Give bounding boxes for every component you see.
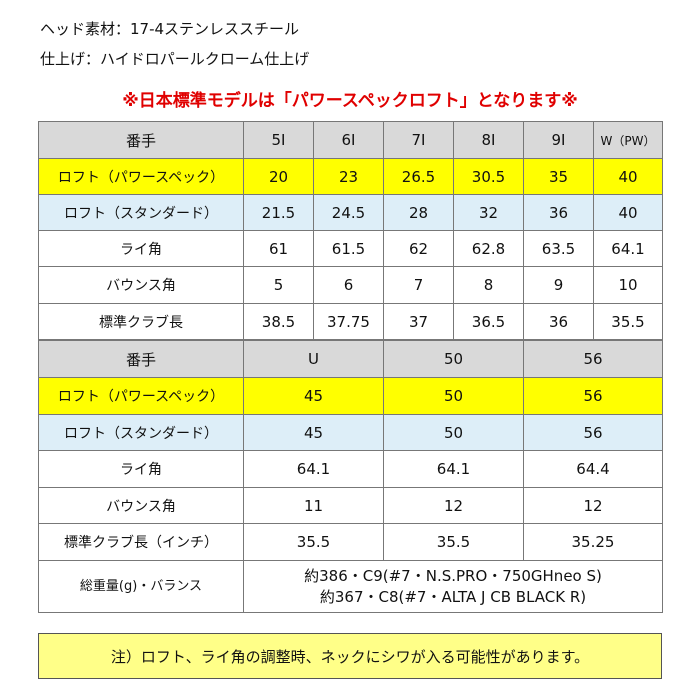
table-cell: 61	[243, 230, 314, 267]
table-row: ロフト（スタンダード） 45 50 56	[38, 414, 663, 451]
header-cell: 6I	[313, 121, 384, 159]
table-cell: 56	[523, 377, 663, 415]
table-cell: 35.5	[243, 523, 384, 561]
row-label: 標準クラブ長	[38, 303, 244, 340]
table-cell: 61.5	[313, 230, 384, 267]
table-cell: 10	[593, 266, 663, 304]
table-row: 標準クラブ長 38.5 37.75 37 36.5 36 35.5	[38, 303, 663, 340]
table-cell: 9	[523, 266, 594, 304]
weight-balance-line: 約386・C9(#7・N.S.PRO・750GHneo S)	[304, 566, 602, 585]
table-row: バウンス角 5 6 7 8 9 10	[38, 266, 663, 304]
table-cell: 12	[523, 487, 663, 524]
table-cell: 36	[523, 303, 594, 340]
table-cell: 35.5	[593, 303, 663, 340]
header-cell: U	[243, 340, 384, 378]
table-row: バウンス角 11 12 12	[38, 487, 663, 524]
row-label: ロフト（スタンダード）	[38, 414, 244, 451]
table-cell: 64.1	[383, 450, 524, 488]
row-label: ライ角	[38, 230, 244, 267]
table-cell: 8	[453, 266, 524, 304]
table-cell: 11	[243, 487, 384, 524]
table-row: ロフト（パワースペック） 20 23 26.5 30.5 35 40	[38, 158, 663, 195]
caution-note: 注）ロフト、ライ角の調整時、ネックにシワが入る可能性があります。	[38, 633, 662, 679]
header-cell: 5I	[243, 121, 314, 159]
table-cell: 35.5	[383, 523, 524, 561]
row-label: 総重量(g)・バランス	[38, 560, 244, 613]
header-cell: 56	[523, 340, 663, 378]
header-cell: 7I	[383, 121, 454, 159]
table-cell: 64.1	[593, 230, 663, 267]
table-header-row: 番手 5I 6I 7I 8I 9I W（PW）	[38, 121, 663, 159]
table-cell: 6	[313, 266, 384, 304]
header-cell: 9I	[523, 121, 594, 159]
weight-balance-line: 約367・C8(#7・ALTA J CB BLACK R)	[319, 587, 587, 606]
table-header-row: 番手 U 50 56	[38, 340, 663, 378]
weight-balance-cell: 約386・C9(#7・N.S.PRO・750GHneo S) 約367・C8(#…	[243, 560, 663, 613]
row-label: 標準クラブ長（インチ）	[38, 523, 244, 561]
table-row: ライ角 61 61.5 62 62.8 63.5 64.1	[38, 230, 663, 267]
table-cell: 36.5	[453, 303, 524, 340]
table-cell: 24.5	[313, 194, 384, 231]
row-label: バウンス角	[38, 487, 244, 524]
table-cell: 5	[243, 266, 314, 304]
header-cell: 番手	[38, 340, 244, 378]
header-cell: 50	[383, 340, 524, 378]
table-cell: 28	[383, 194, 454, 231]
table-cell: 21.5	[243, 194, 314, 231]
table-row: ライ角 64.1 64.1 64.4	[38, 450, 663, 488]
row-label: ロフト（スタンダード）	[38, 194, 244, 231]
table-cell: 35	[523, 158, 594, 195]
table-cell: 32	[453, 194, 524, 231]
table-cell: 20	[243, 158, 314, 195]
table-row: ロフト（パワースペック） 45 50 56	[38, 377, 663, 415]
table-cell: 26.5	[383, 158, 454, 195]
finish-text: 仕上げ：ハイドロパールクローム仕上げ	[40, 50, 310, 68]
spec-table-wedges: 番手 U 50 56 ロフト（パワースペック） 45 50 56 ロフト（スタン…	[38, 340, 663, 613]
row-label: ロフト（パワースペック）	[38, 158, 244, 195]
table-cell: 37	[383, 303, 454, 340]
table-cell: 30.5	[453, 158, 524, 195]
table-cell: 40	[593, 158, 663, 195]
table-cell: 45	[243, 377, 384, 415]
table-cell: 35.25	[523, 523, 663, 561]
table-row: ロフト（スタンダード） 21.5 24.5 28 32 36 40	[38, 194, 663, 231]
header-cell: 8I	[453, 121, 524, 159]
table-cell: 40	[593, 194, 663, 231]
notice-text: ※日本標準モデルは「パワースペックロフト」となります※	[122, 91, 578, 111]
table-cell: 62	[383, 230, 454, 267]
header-cell: W（PW）	[593, 121, 663, 159]
row-label: ロフト（パワースペック）	[38, 377, 244, 415]
table-cell: 12	[383, 487, 524, 524]
weight-balance-row: 総重量(g)・バランス 約386・C9(#7・N.S.PRO・750GHneo …	[38, 560, 663, 613]
table-cell: 45	[243, 414, 384, 451]
table-cell: 7	[383, 266, 454, 304]
table-cell: 38.5	[243, 303, 314, 340]
table-row: 標準クラブ長（インチ） 35.5 35.5 35.25	[38, 523, 663, 561]
row-label: バウンス角	[38, 266, 244, 304]
table-cell: 23	[313, 158, 384, 195]
row-label: ライ角	[38, 450, 244, 488]
table-cell: 36	[523, 194, 594, 231]
table-cell: 63.5	[523, 230, 594, 267]
table-cell: 50	[383, 414, 524, 451]
table-cell: 62.8	[453, 230, 524, 267]
table-cell: 64.4	[523, 450, 663, 488]
head-material-text: ヘッド素材：17-4ステンレススチール	[40, 20, 300, 38]
table-cell: 56	[523, 414, 663, 451]
header-cell: 番手	[38, 121, 244, 159]
table-cell: 50	[383, 377, 524, 415]
table-cell: 64.1	[243, 450, 384, 488]
spec-table-irons: 番手 5I 6I 7I 8I 9I W（PW） ロフト（パワースペック） 20 …	[38, 121, 663, 340]
table-cell: 37.75	[313, 303, 384, 340]
